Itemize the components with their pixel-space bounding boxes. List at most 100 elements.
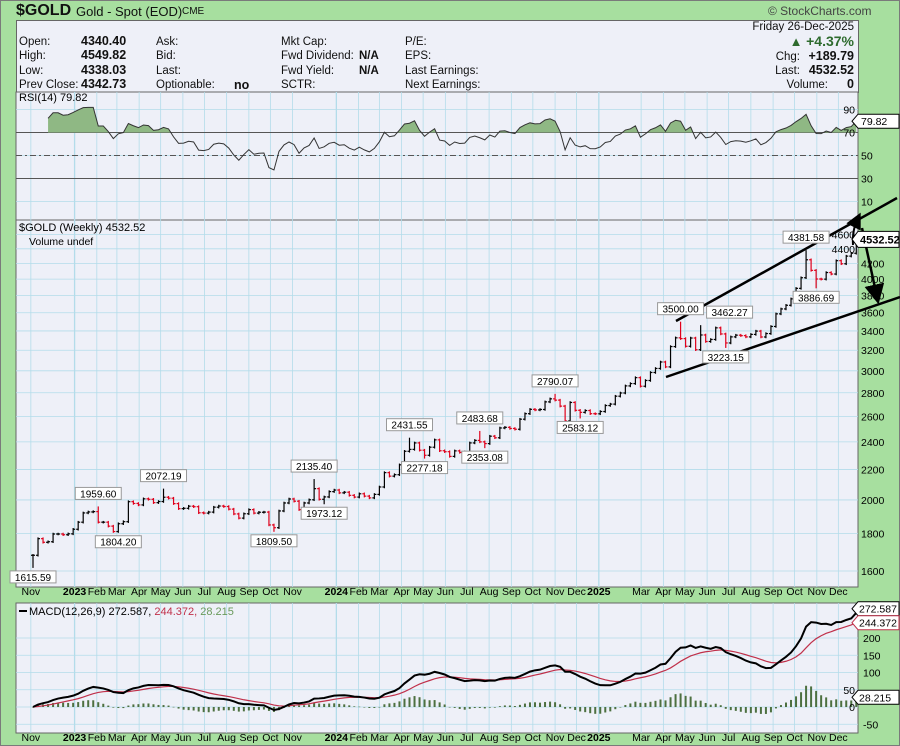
price-annotation-box bbox=[290, 459, 338, 473]
price-bar bbox=[693, 336, 698, 352]
x-tick-label: Nov bbox=[22, 732, 41, 744]
rsi-indicator bbox=[16, 106, 858, 179]
macd-histogram-bar bbox=[830, 700, 833, 707]
price-bar bbox=[246, 508, 251, 516]
price-bar bbox=[357, 492, 362, 499]
price-tick-label: 1600 bbox=[861, 566, 885, 578]
prev-close-value: 4342.73 bbox=[81, 77, 127, 91]
macd-histogram-bar bbox=[744, 707, 747, 713]
price-bar bbox=[668, 345, 673, 369]
x-tick-label: Apr bbox=[393, 732, 410, 744]
price-bar bbox=[91, 510, 96, 514]
price-tick-label: 2600 bbox=[861, 411, 885, 423]
macd-histogram-bar bbox=[202, 707, 205, 713]
price-bar bbox=[502, 426, 507, 430]
open-value: 4340.40 bbox=[81, 34, 127, 48]
price-bar bbox=[271, 523, 276, 532]
sctr-label: SCTR: bbox=[281, 79, 316, 91]
macd-histogram-bar bbox=[594, 707, 597, 714]
macd-legend-value: 272.587, bbox=[108, 606, 151, 618]
last-label-mid: Last: bbox=[156, 65, 181, 77]
price-tick-label: 3400 bbox=[861, 326, 885, 338]
price-bar bbox=[633, 376, 638, 385]
rsi-line bbox=[47, 106, 857, 171]
macd-histogram-bar bbox=[62, 702, 65, 707]
macd-histogram-bar bbox=[805, 685, 808, 707]
next-earnings-label: Next Earnings: bbox=[405, 79, 481, 91]
macd-histogram-bar bbox=[323, 703, 326, 707]
price-annotation-box bbox=[702, 350, 750, 364]
x-tick-label: 2025 bbox=[587, 586, 611, 598]
rsi-value-tag bbox=[851, 113, 900, 129]
price-bar bbox=[86, 510, 91, 515]
macd-value-tag bbox=[851, 601, 900, 617]
price-bar bbox=[181, 507, 186, 510]
macd-histogram-bar bbox=[32, 707, 34, 708]
macd-histogram-bar bbox=[785, 702, 787, 707]
x-tick-label: Jun bbox=[437, 732, 454, 744]
last-earnings-label: Last Earnings: bbox=[405, 65, 479, 77]
x-tick-label: Apr bbox=[393, 586, 410, 598]
macd-histogram-bar bbox=[569, 707, 572, 709]
macd-histogram-bar bbox=[508, 705, 511, 707]
low-value: 4338.03 bbox=[81, 63, 127, 77]
macd-histogram-bar bbox=[353, 706, 356, 707]
x-tick-label: Jun bbox=[174, 732, 191, 744]
macd-histogram-bar bbox=[539, 702, 542, 707]
price-bar bbox=[698, 325, 703, 352]
hist-legend-value: 28.215 bbox=[200, 606, 234, 618]
macd-histogram-bar bbox=[709, 704, 712, 707]
symbol-title: $GOLD bbox=[16, 2, 72, 19]
fwd-dividend-value: N/A bbox=[359, 50, 379, 62]
price-bar bbox=[753, 329, 758, 336]
macd-legend-swatch bbox=[19, 610, 27, 612]
macd-histogram-bar bbox=[478, 707, 481, 708]
pe-label: P/E: bbox=[405, 36, 427, 48]
macd-histogram-bar bbox=[835, 699, 838, 707]
macd-histogram-bar bbox=[167, 705, 170, 707]
rsi-tick-label: 90 bbox=[843, 105, 855, 117]
stockcharts-logo[interactable]: © StockCharts.com bbox=[768, 4, 872, 18]
price-bar bbox=[121, 520, 126, 526]
macd-histogram-bar bbox=[559, 704, 562, 707]
macd-histogram-bar bbox=[122, 707, 125, 709]
price-bar bbox=[201, 511, 206, 515]
macd-histogram-bar bbox=[368, 707, 371, 708]
x-tick-label: Nov bbox=[283, 732, 302, 744]
x-tick-label: Nov bbox=[22, 586, 41, 598]
price-bar bbox=[81, 511, 86, 524]
price-bar bbox=[663, 360, 668, 369]
price-bar bbox=[51, 532, 56, 544]
macd-histogram-bar bbox=[649, 701, 652, 707]
macd-histogram-bar bbox=[779, 705, 782, 707]
price-bar bbox=[804, 250, 809, 280]
x-tick-label: Nov bbox=[546, 732, 565, 744]
macd-tick-label: 0 bbox=[849, 702, 855, 714]
price-annotation: 2583.12 bbox=[562, 423, 599, 434]
price-bar bbox=[156, 500, 161, 504]
x-tick-label: Jun bbox=[699, 732, 716, 744]
rsi-tick-label: 70 bbox=[843, 128, 855, 140]
x-tick-label: Jul bbox=[460, 586, 473, 598]
macd-histogram-bar bbox=[72, 702, 75, 707]
price-bar bbox=[377, 485, 382, 496]
macd-histogram-bar bbox=[237, 707, 240, 712]
price-bar bbox=[231, 507, 236, 516]
macd-histogram-bar bbox=[448, 706, 451, 708]
grid-lines bbox=[16, 92, 858, 733]
price-bar bbox=[834, 259, 839, 276]
macd-histogram-bar bbox=[333, 703, 336, 707]
lower-trendline[interactable] bbox=[665, 295, 900, 379]
price-bar bbox=[578, 409, 583, 419]
price-bar bbox=[56, 532, 61, 536]
price-bar bbox=[196, 505, 201, 515]
price-bar bbox=[432, 438, 437, 449]
x-tick-label: May bbox=[151, 732, 172, 744]
up-arrow-icon[interactable] bbox=[846, 212, 861, 246]
macd-histogram-bar bbox=[634, 701, 637, 707]
price-panel bbox=[15, 219, 859, 588]
price-bar bbox=[131, 500, 136, 505]
price-annotation: 1973.12 bbox=[306, 509, 343, 520]
price-bar bbox=[538, 408, 543, 412]
